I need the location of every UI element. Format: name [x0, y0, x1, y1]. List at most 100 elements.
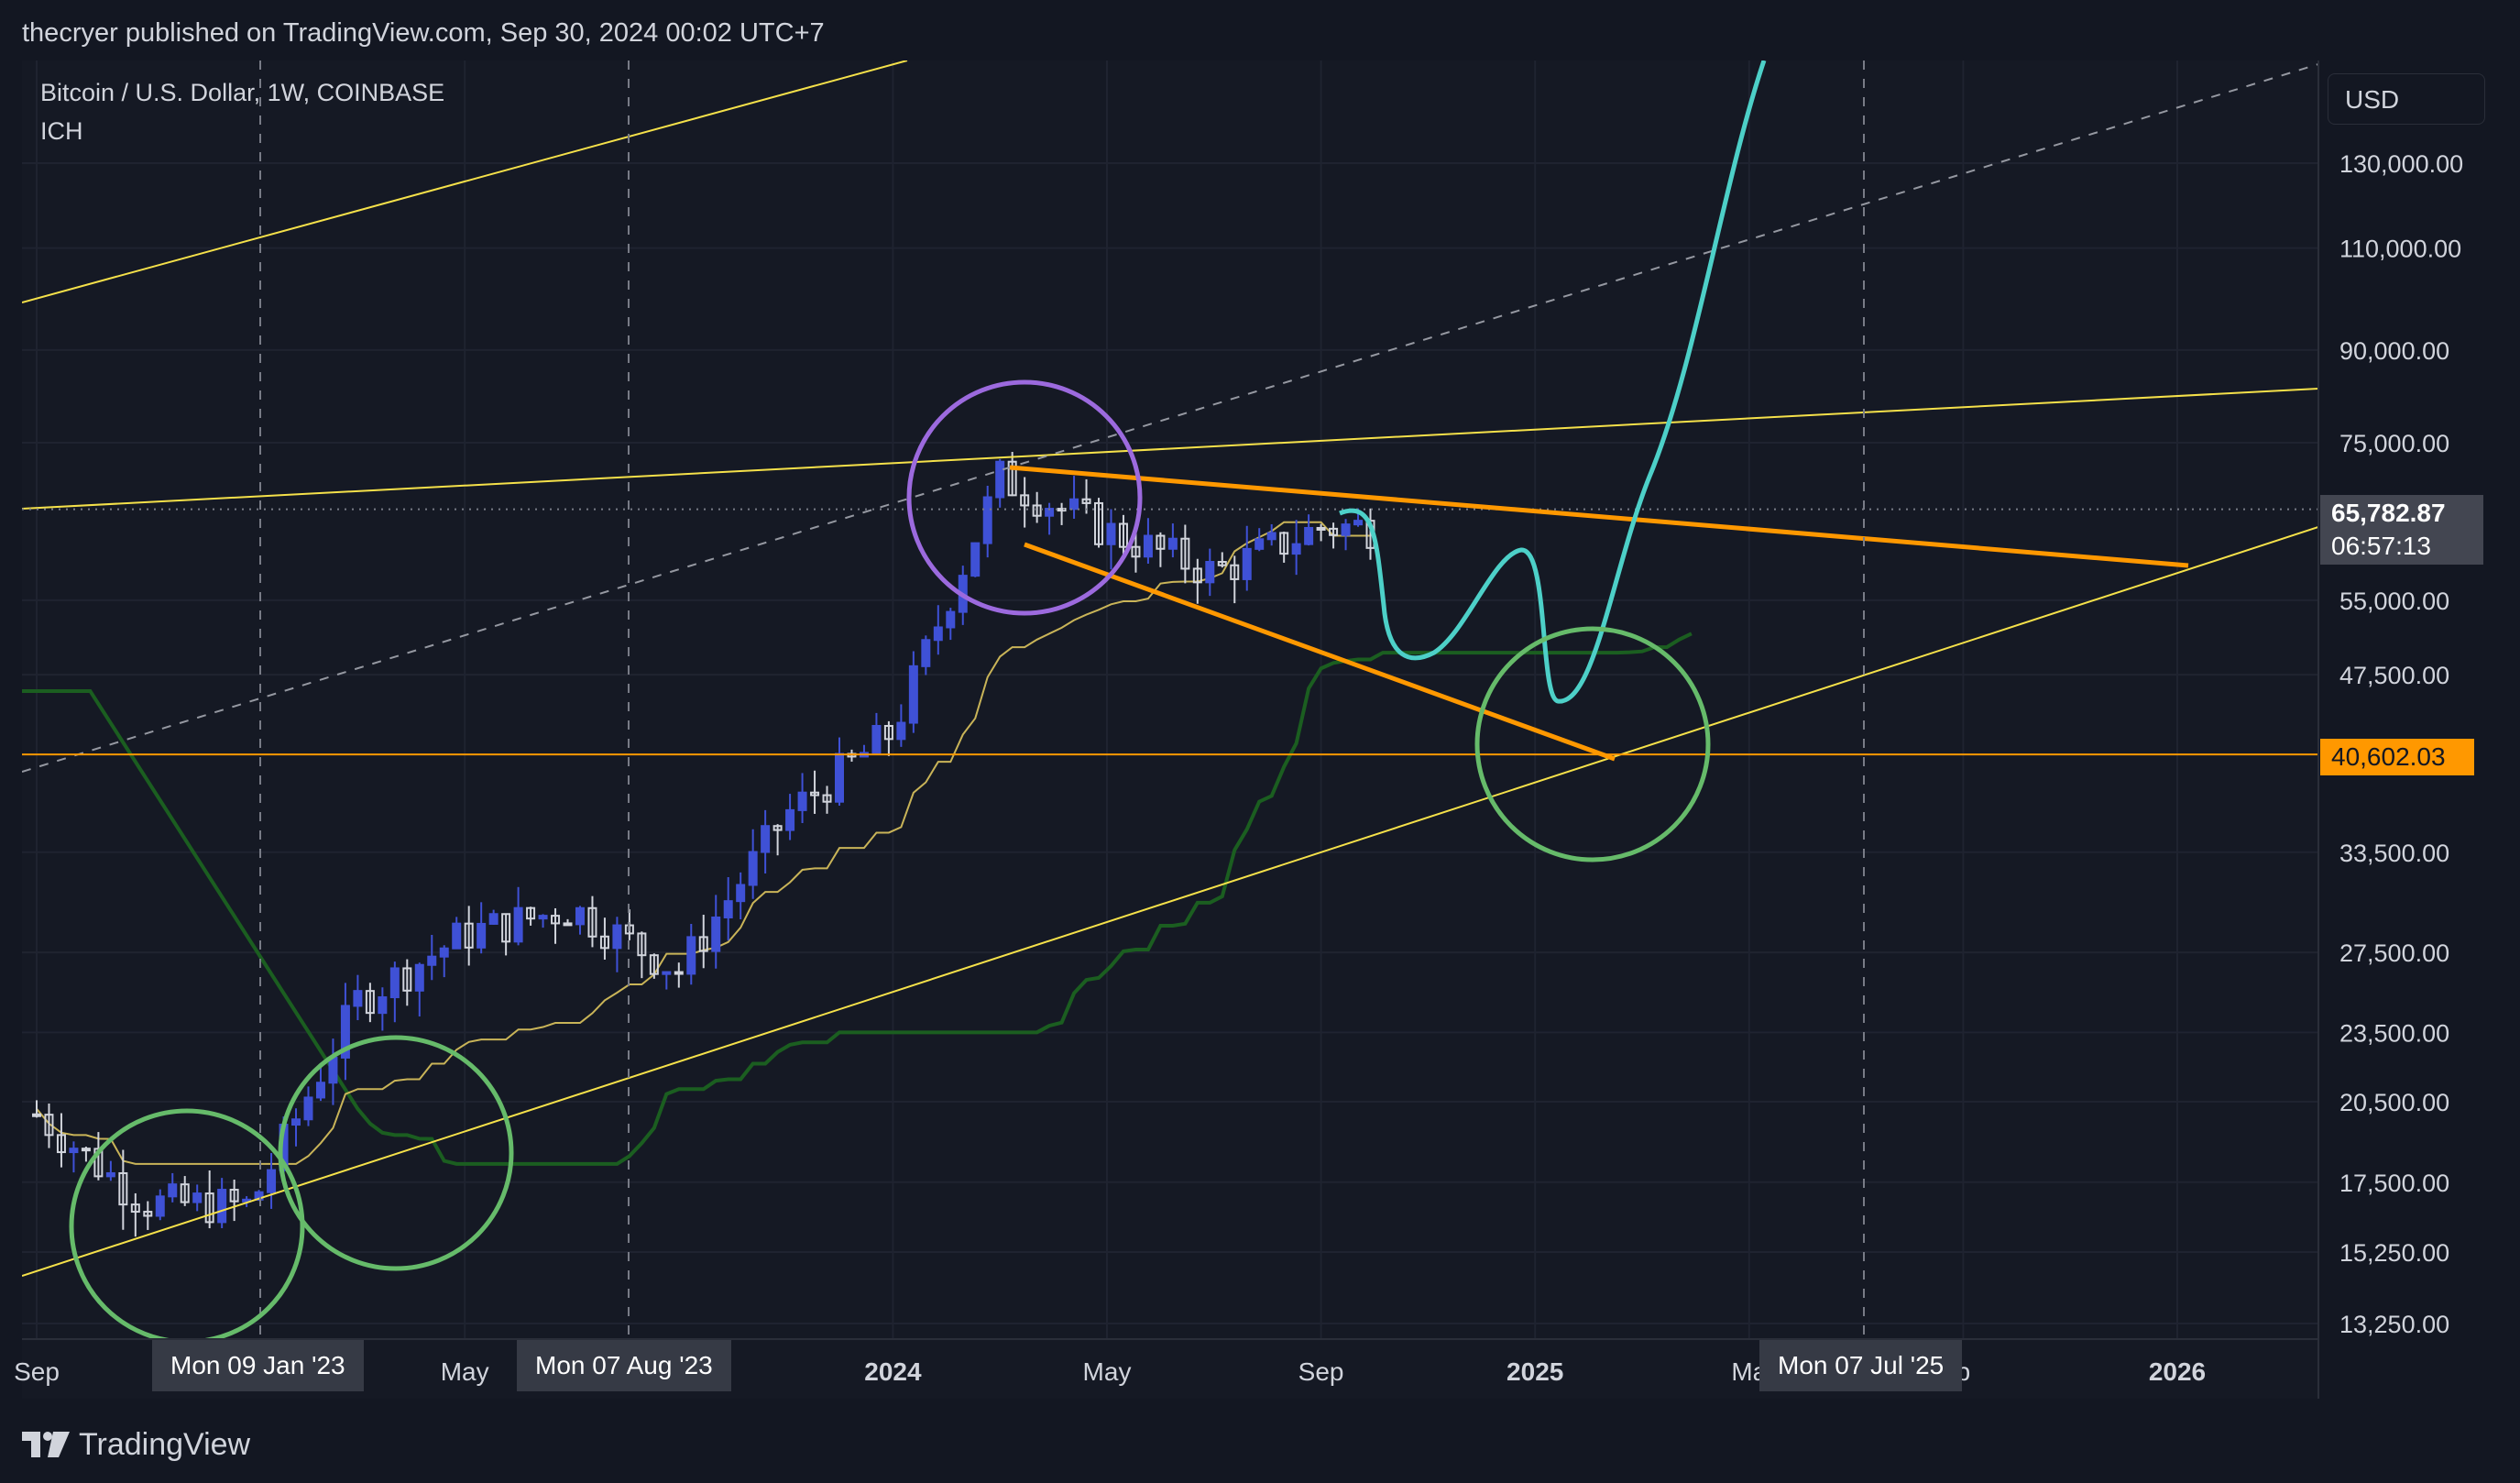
candle-body [748, 851, 758, 886]
price-tick-label: 27,500.00 [2339, 939, 2449, 967]
candle-body [217, 1189, 227, 1224]
support-trendline [22, 526, 2318, 1277]
candle-body [1057, 508, 1067, 512]
candle-body [1205, 561, 1215, 584]
candle-body [477, 922, 487, 949]
symbol-legend[interactable]: Bitcoin / U.S. Dollar, 1W, COINBASE [40, 79, 445, 106]
candle-body [365, 990, 375, 1015]
tradingview-logo[interactable]: TradingView [22, 1424, 250, 1465]
price-tick-label: 90,000.00 [2339, 337, 2449, 365]
candle-body [1106, 522, 1116, 545]
chart-grid [22, 60, 2318, 1339]
candle-body [81, 1148, 91, 1152]
current-price-value: 65,782.87 [2331, 499, 2446, 527]
wedge-lower-line [1024, 542, 1616, 762]
candle-body [761, 825, 771, 853]
time-tag-jul-25: Mon 07 Jul '25 [1759, 1340, 1963, 1391]
candle-body [168, 1183, 178, 1198]
candle-body [105, 1171, 115, 1178]
candle-body [933, 626, 943, 642]
resistance-trendline [22, 388, 2318, 510]
candle-body [513, 906, 523, 943]
currency-button[interactable]: USD [2328, 73, 2485, 125]
candle-body [204, 1192, 214, 1224]
time-tick-label: 2025 [1507, 1357, 1563, 1386]
ichimoku-lagging-span [22, 632, 1693, 1166]
candle-body [1167, 537, 1178, 550]
candle-body [267, 1169, 277, 1193]
candle-body [32, 1113, 41, 1117]
candle-body [797, 791, 807, 811]
axes: 130,000.00 110,000.00 90,000.00 75,000.00 55… [14, 60, 2463, 1399]
candle-body [599, 935, 609, 950]
candle-body [44, 1114, 54, 1137]
candle-body [921, 639, 931, 667]
candle-body [526, 906, 536, 920]
candle-body [118, 1171, 128, 1206]
candle-body [402, 967, 412, 992]
candle-body [538, 915, 548, 920]
candle-body [736, 884, 746, 903]
price-tick-label: 33,500.00 [2339, 840, 2449, 867]
price-tick-label: 110,000.00 [2339, 236, 2461, 263]
candle-body [946, 610, 956, 629]
candle-body [674, 971, 684, 975]
price-tick-label: 20,500.00 [2339, 1089, 2449, 1116]
support-highlight-circle [278, 1035, 514, 1271]
candle-body [1291, 543, 1301, 555]
chart-pane[interactable] [22, 60, 2318, 1399]
candle-body [649, 954, 659, 975]
candle-body [1266, 532, 1276, 541]
indicator-legend[interactable]: ICH [40, 117, 83, 145]
dashed-median-line [22, 63, 2318, 773]
support-highlight-circle [1474, 626, 1711, 862]
price-tick-label: 55,000.00 [2339, 588, 2449, 615]
candle-body [822, 794, 832, 803]
candle-body [414, 963, 424, 992]
candle-body [56, 1134, 66, 1154]
price-tick-label: 13,250.00 [2339, 1311, 2449, 1338]
candle-body [291, 1118, 301, 1126]
ichimoku-span-line [22, 632, 1693, 1166]
candle-body [389, 967, 400, 999]
candle-body [192, 1192, 203, 1203]
candle-body [1081, 498, 1091, 504]
price-tick-label: 23,500.00 [2339, 1019, 2449, 1047]
candle-body [1032, 504, 1042, 517]
candle-body [686, 936, 696, 975]
candle-body [1143, 534, 1153, 558]
candle-body [612, 924, 622, 950]
brand-name: TradingView [79, 1426, 251, 1462]
candle-body [254, 1191, 264, 1201]
candle-body [883, 724, 893, 741]
candle-body [970, 542, 981, 577]
bar-countdown: 06:57:13 [2331, 532, 2431, 560]
candle-body [1180, 537, 1190, 570]
candle-body [1156, 534, 1166, 550]
price-tick-label: 130,000.00 [2339, 150, 2463, 178]
kijun-line [36, 521, 1371, 1165]
candle-body [810, 791, 820, 796]
projected-price-path [1339, 60, 1767, 704]
candle-body [130, 1203, 140, 1214]
tradingview-icon [22, 1432, 70, 1457]
candle-body [1217, 561, 1227, 566]
time-tag-jan-23: Mon 09 Jan '23 [152, 1340, 364, 1391]
level-price-tag: 40,602.03 [2320, 739, 2474, 775]
candle-body [427, 955, 437, 966]
candle-body [315, 1082, 325, 1099]
candle-body [439, 947, 449, 958]
price-tick-label: 47,500.00 [2339, 662, 2449, 689]
ichimoku-kijun-line [36, 521, 1371, 1165]
candle-body [1094, 501, 1104, 545]
time-tick-label: Sep [1298, 1357, 1344, 1386]
candle-body [1007, 460, 1017, 497]
candle-body [575, 906, 585, 926]
candle-body [982, 496, 992, 544]
candle-body [662, 971, 672, 975]
candle-body [488, 913, 499, 925]
candle-body [303, 1096, 313, 1121]
candle-body [772, 825, 783, 831]
candle-body [835, 752, 844, 803]
